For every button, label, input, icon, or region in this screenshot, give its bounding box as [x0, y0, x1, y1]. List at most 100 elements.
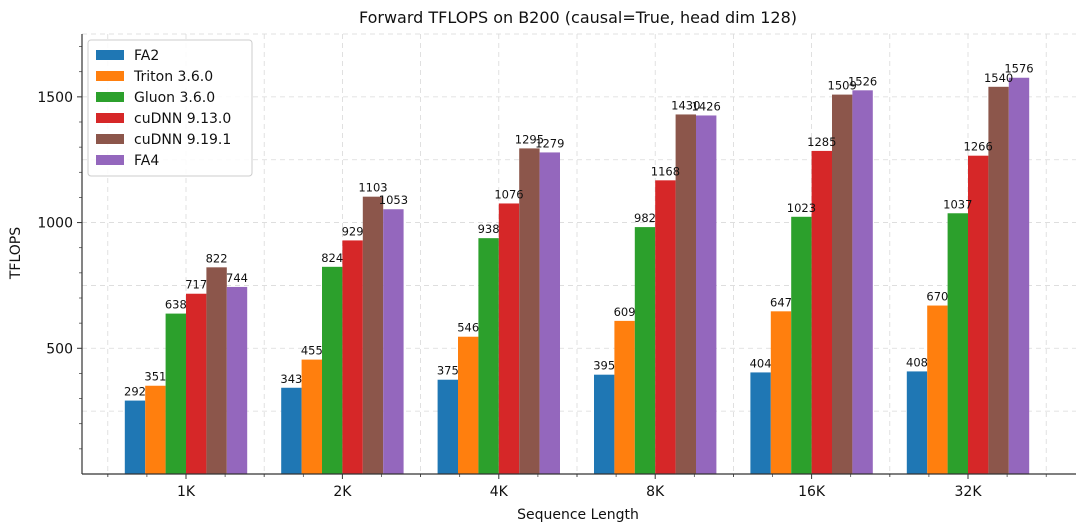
bar-cudnn-9-19-1-2k [362, 196, 384, 474]
data-label: 744 [226, 271, 248, 285]
y-tick-label: 500 [46, 341, 73, 357]
data-label: 1023 [787, 201, 816, 215]
y-tick-label: 1500 [37, 90, 73, 106]
data-label-layer: 292 343 375 395 404 408 351 455 546 609 647 670 638 8… [124, 62, 1034, 399]
data-label: 717 [185, 278, 207, 292]
bar-triton-3-6-0-16k [770, 311, 792, 474]
bar-fa2-32k [906, 371, 928, 474]
data-label: 1540 [984, 71, 1013, 85]
data-label: 824 [321, 251, 343, 265]
legend-swatch [96, 113, 124, 123]
data-label: 546 [457, 321, 479, 335]
bar-gluon-3-6-0-32k [947, 213, 968, 475]
bar-fa2-16k [750, 372, 771, 474]
legend-box [87, 39, 253, 177]
data-label: 1037 [943, 197, 972, 211]
data-label: 1576 [1004, 62, 1033, 76]
bar-cudnn-9-19-1-8k [675, 114, 696, 474]
bar-gluon-3-6-0-16k [791, 216, 812, 474]
bar-triton-3-6-0-4k [458, 336, 479, 474]
legend-label: FA2 [134, 48, 159, 64]
x-tick-label: 16K [798, 484, 826, 500]
data-label: 982 [634, 211, 656, 225]
data-label: 1526 [848, 74, 877, 88]
bar-fa4-32k [1008, 77, 1030, 475]
x-tick-label: 2K [333, 484, 352, 500]
data-label: 1076 [494, 187, 523, 201]
data-label: 647 [770, 295, 792, 309]
data-label: 929 [342, 224, 364, 238]
data-label: 638 [165, 298, 187, 312]
data-label: 1426 [692, 99, 721, 113]
bar-fa2-8k [594, 374, 615, 474]
legend-label: Triton 3.6.0 [133, 69, 213, 85]
bar-fa4-4k [539, 152, 560, 474]
bar-fa4-2k [383, 209, 404, 474]
data-label: 670 [926, 290, 948, 304]
bar-fa2-2k [281, 387, 302, 474]
legend-swatch [96, 71, 124, 81]
bar-layer [124, 77, 1030, 475]
data-label: 455 [301, 344, 323, 358]
data-label: 1509 [828, 79, 857, 93]
bar-cudnn-9-13-0-2k [342, 240, 363, 474]
bar-cudnn-9-13-0-32k [968, 155, 989, 475]
bar-cudnn-9-13-0-1k [186, 293, 207, 474]
data-label: 408 [906, 355, 928, 369]
data-label: 1430 [671, 98, 700, 112]
legend: FA2 Triton 3.6.0 Gluon 3.6.0 cuDNN 9.13.0 cu… [87, 39, 253, 177]
x-axis-title: Sequence Length [517, 507, 639, 523]
data-label: 292 [124, 385, 146, 399]
data-label: 1053 [379, 193, 408, 207]
data-label: 1168 [651, 164, 680, 178]
bar-cudnn-9-13-0-8k [655, 180, 676, 474]
bar-fa2-1k [124, 400, 146, 474]
legend-swatch [96, 50, 124, 60]
bar-triton-3-6-0-32k [927, 305, 948, 474]
legend-label: Gluon 3.6.0 [134, 90, 215, 106]
bar-gluon-3-6-0-2k [322, 266, 343, 474]
bar-triton-3-6-0-1k [145, 385, 166, 474]
legend-label: cuDNN 9.19.1 [134, 132, 231, 148]
data-label: 1295 [515, 132, 544, 146]
chart-title: Forward TFLOPS on B200 (causal=True, hea… [359, 8, 797, 27]
bar-fa4-16k [852, 90, 873, 474]
bar-fa4-8k [696, 115, 717, 474]
y-tick-label: 1000 [37, 216, 73, 232]
y-axis-title: TFLOPS [8, 227, 24, 280]
bar-cudnn-9-13-0-16k [811, 150, 832, 474]
bar-cudnn-9-19-1-16k [832, 94, 853, 474]
legend-swatch [96, 134, 124, 144]
legend-label: FA4 [134, 153, 159, 169]
legend-label: cuDNN 9.13.0 [134, 111, 231, 127]
data-label: 1279 [535, 136, 564, 150]
data-label: 395 [593, 359, 615, 373]
x-tick-label: 32K [955, 484, 983, 500]
data-label: 404 [750, 356, 772, 370]
bar-cudnn-9-19-1-32k [988, 86, 1009, 475]
data-label: 609 [614, 305, 636, 319]
x-tick-label: 4K [490, 484, 509, 500]
bar-gluon-3-6-0-8k [634, 227, 656, 474]
x-tick-label: 8K [646, 484, 665, 500]
axis-layer: 500 1000 1500 1K 2K 4K 8K 16K 32K [37, 34, 1076, 500]
bar-fa4-1k [226, 286, 248, 474]
legend-swatch [96, 155, 124, 165]
bar-cudnn-9-19-1-4k [519, 148, 540, 474]
x-tick-label: 1K [177, 484, 196, 500]
bar-cudnn-9-19-1-1k [206, 267, 227, 474]
bar-gluon-3-6-0-4k [478, 238, 499, 474]
data-label: 375 [437, 364, 459, 378]
data-label: 343 [280, 372, 302, 386]
data-label: 351 [144, 370, 166, 384]
bar-gluon-3-6-0-1k [165, 313, 186, 474]
bar-fa2-4k [437, 379, 458, 474]
bar-triton-3-6-0-2k [301, 359, 322, 474]
data-label: 1103 [358, 181, 387, 195]
data-label: 822 [206, 251, 228, 265]
legend-swatch [96, 92, 124, 102]
bar-triton-3-6-0-8k [614, 320, 635, 474]
data-label: 1266 [964, 140, 993, 154]
data-label: 938 [478, 222, 500, 236]
